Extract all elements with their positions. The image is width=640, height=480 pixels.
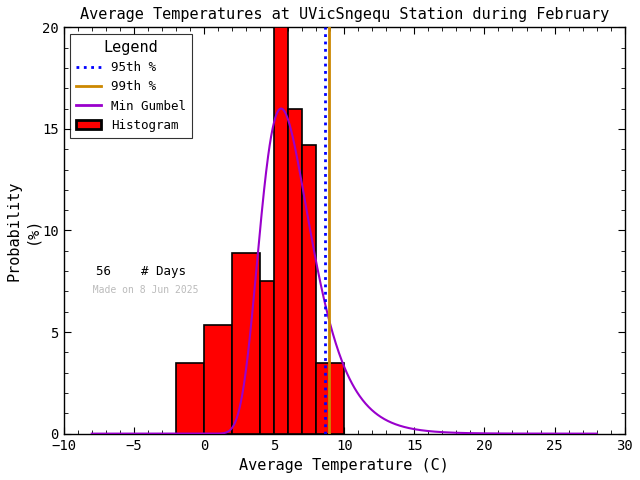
Bar xyxy=(302,145,316,433)
Bar xyxy=(260,281,274,433)
Text: 56    # Days: 56 # Days xyxy=(81,265,186,278)
Bar xyxy=(316,362,344,433)
Text: Made on 8 Jun 2025: Made on 8 Jun 2025 xyxy=(81,285,198,295)
Bar xyxy=(232,253,260,433)
Legend: 95th %, 99th %, Min Gumbel, Histogram: 95th %, 99th %, Min Gumbel, Histogram xyxy=(70,34,193,138)
Bar xyxy=(204,325,232,433)
Bar xyxy=(274,27,288,433)
Bar xyxy=(288,108,302,433)
Y-axis label: Probability
(%): Probability (%) xyxy=(7,180,39,281)
X-axis label: Average Temperature (C): Average Temperature (C) xyxy=(239,458,449,473)
Title: Average Temperatures at UVicSngequ Station during February: Average Temperatures at UVicSngequ Stati… xyxy=(79,7,609,22)
Bar xyxy=(176,362,204,433)
